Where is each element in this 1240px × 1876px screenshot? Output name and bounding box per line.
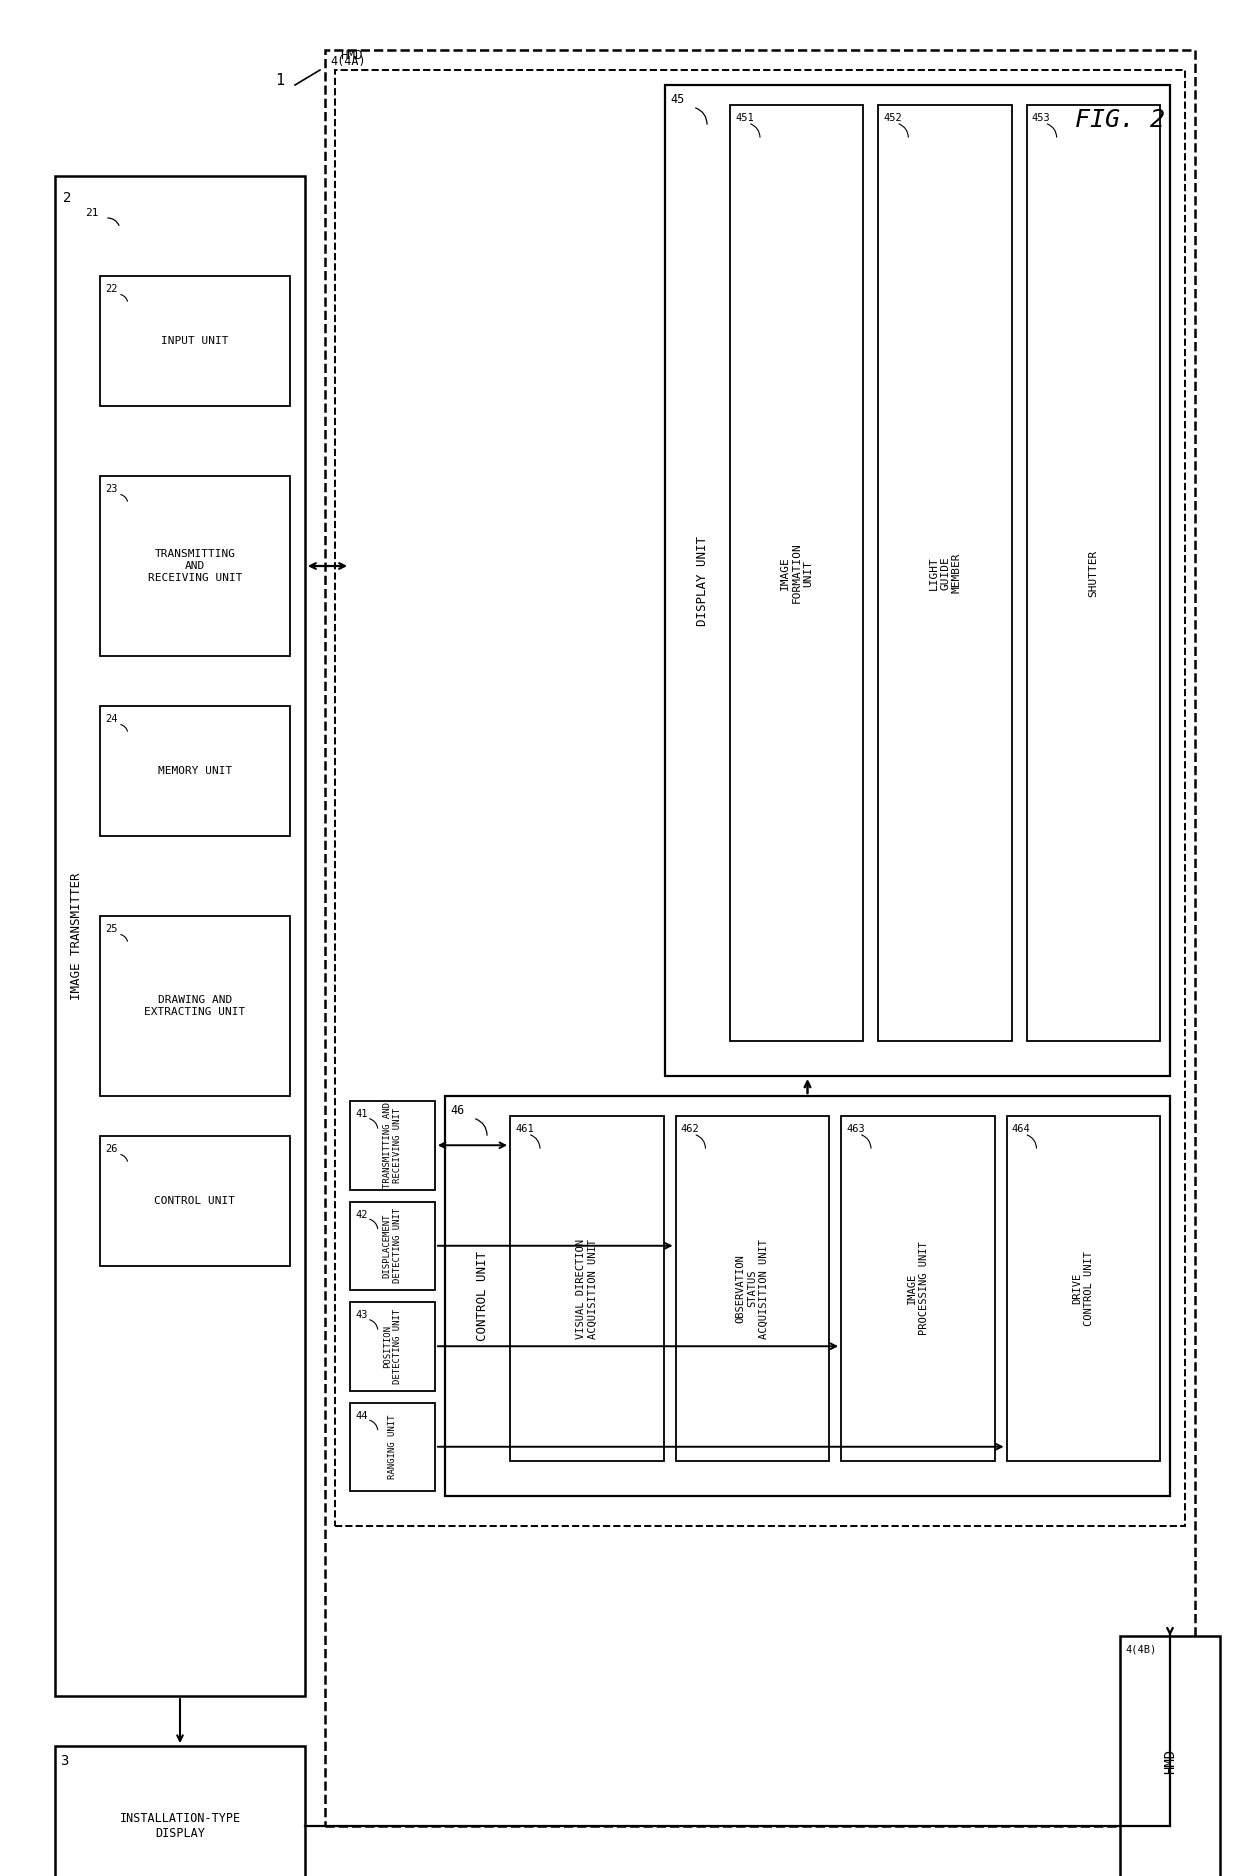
Text: OBSERVATION
STATUS
ACQUISITION UNIT: OBSERVATION STATUS ACQUISITION UNIT: [735, 1238, 769, 1338]
Bar: [350, 1101, 435, 1189]
Text: 3: 3: [60, 1754, 68, 1767]
Text: 45: 45: [670, 94, 684, 107]
Text: 2: 2: [63, 191, 72, 204]
Bar: [510, 1116, 663, 1461]
Text: 4(4B): 4(4B): [1125, 1643, 1156, 1655]
Text: 46: 46: [450, 1103, 464, 1116]
Text: HMD: HMD: [340, 49, 362, 62]
Bar: [730, 105, 863, 1041]
Text: 4(4A): 4(4A): [330, 54, 366, 68]
Text: 41: 41: [355, 1109, 367, 1118]
Bar: [841, 1116, 994, 1461]
Text: 23: 23: [105, 484, 118, 493]
Text: FIG. 2: FIG. 2: [1075, 109, 1166, 131]
Text: DISPLACEMENT
DETECTING UNIT: DISPLACEMENT DETECTING UNIT: [383, 1208, 402, 1283]
Text: 42: 42: [355, 1210, 367, 1219]
Text: INPUT UNIT: INPUT UNIT: [161, 336, 228, 345]
Bar: [100, 705, 290, 837]
Bar: [100, 276, 290, 405]
Text: IMAGE
PROCESSING UNIT: IMAGE PROCESSING UNIT: [906, 1242, 929, 1336]
Text: HMD: HMD: [1163, 1748, 1177, 1773]
Bar: [1120, 1636, 1220, 1876]
Text: 43: 43: [355, 1309, 367, 1321]
Text: RANGING UNIT: RANGING UNIT: [388, 1415, 397, 1478]
Bar: [325, 51, 1195, 1825]
Text: LIGHT
GUIDE
MEMBER: LIGHT GUIDE MEMBER: [929, 553, 961, 593]
Bar: [878, 105, 1012, 1041]
Text: TRANSMITTING
AND
RECEIVING UNIT: TRANSMITTING AND RECEIVING UNIT: [148, 550, 242, 583]
Text: 25: 25: [105, 925, 118, 934]
Bar: [1027, 105, 1159, 1041]
Text: CONTROL UNIT: CONTROL UNIT: [476, 1251, 490, 1341]
Text: 461: 461: [515, 1124, 533, 1133]
Bar: [350, 1201, 435, 1291]
Text: 22: 22: [105, 283, 118, 295]
Text: 463: 463: [846, 1124, 864, 1133]
Text: 462: 462: [681, 1124, 699, 1133]
Text: CONTROL UNIT: CONTROL UNIT: [155, 1197, 236, 1206]
Bar: [55, 1747, 305, 1876]
Bar: [350, 1403, 435, 1491]
Text: INSTALLATION-TYPE
DISPLAY: INSTALLATION-TYPE DISPLAY: [119, 1812, 241, 1840]
Bar: [350, 1302, 435, 1390]
Text: POSITION
DETECTING UNIT: POSITION DETECTING UNIT: [383, 1309, 402, 1384]
Text: DRIVE
CONTROL UNIT: DRIVE CONTROL UNIT: [1073, 1251, 1094, 1326]
Bar: [676, 1116, 830, 1461]
Text: 452: 452: [883, 113, 901, 124]
Text: 44: 44: [355, 1411, 367, 1420]
Text: SHUTTER: SHUTTER: [1089, 550, 1099, 597]
Text: DISPLAY UNIT: DISPLAY UNIT: [697, 535, 709, 625]
Text: 451: 451: [735, 113, 754, 124]
Text: VISUAL DIRECTION
ACQUISITION UNIT: VISUAL DIRECTION ACQUISITION UNIT: [575, 1238, 598, 1338]
Text: 24: 24: [105, 715, 118, 724]
Bar: [1007, 1116, 1159, 1461]
Text: 464: 464: [1012, 1124, 1030, 1133]
Text: 453: 453: [1032, 113, 1050, 124]
Text: IMAGE TRANSMITTER: IMAGE TRANSMITTER: [71, 872, 83, 1000]
Bar: [665, 84, 1171, 1077]
Bar: [445, 1096, 1171, 1495]
Text: MEMORY UNIT: MEMORY UNIT: [157, 765, 232, 777]
Bar: [100, 1137, 290, 1266]
Text: DRAWING AND
EXTRACTING UNIT: DRAWING AND EXTRACTING UNIT: [144, 994, 246, 1017]
Text: TRANSMITTING AND
RECEIVING UNIT: TRANSMITTING AND RECEIVING UNIT: [383, 1103, 402, 1188]
Bar: [335, 69, 1185, 1525]
Bar: [100, 915, 290, 1096]
Bar: [55, 176, 305, 1696]
Text: 26: 26: [105, 1144, 118, 1154]
Text: IMAGE
FORMATION
UNIT: IMAGE FORMATION UNIT: [780, 542, 813, 604]
Text: 21: 21: [86, 208, 98, 218]
Text: 1: 1: [275, 73, 284, 88]
Bar: [100, 477, 290, 657]
